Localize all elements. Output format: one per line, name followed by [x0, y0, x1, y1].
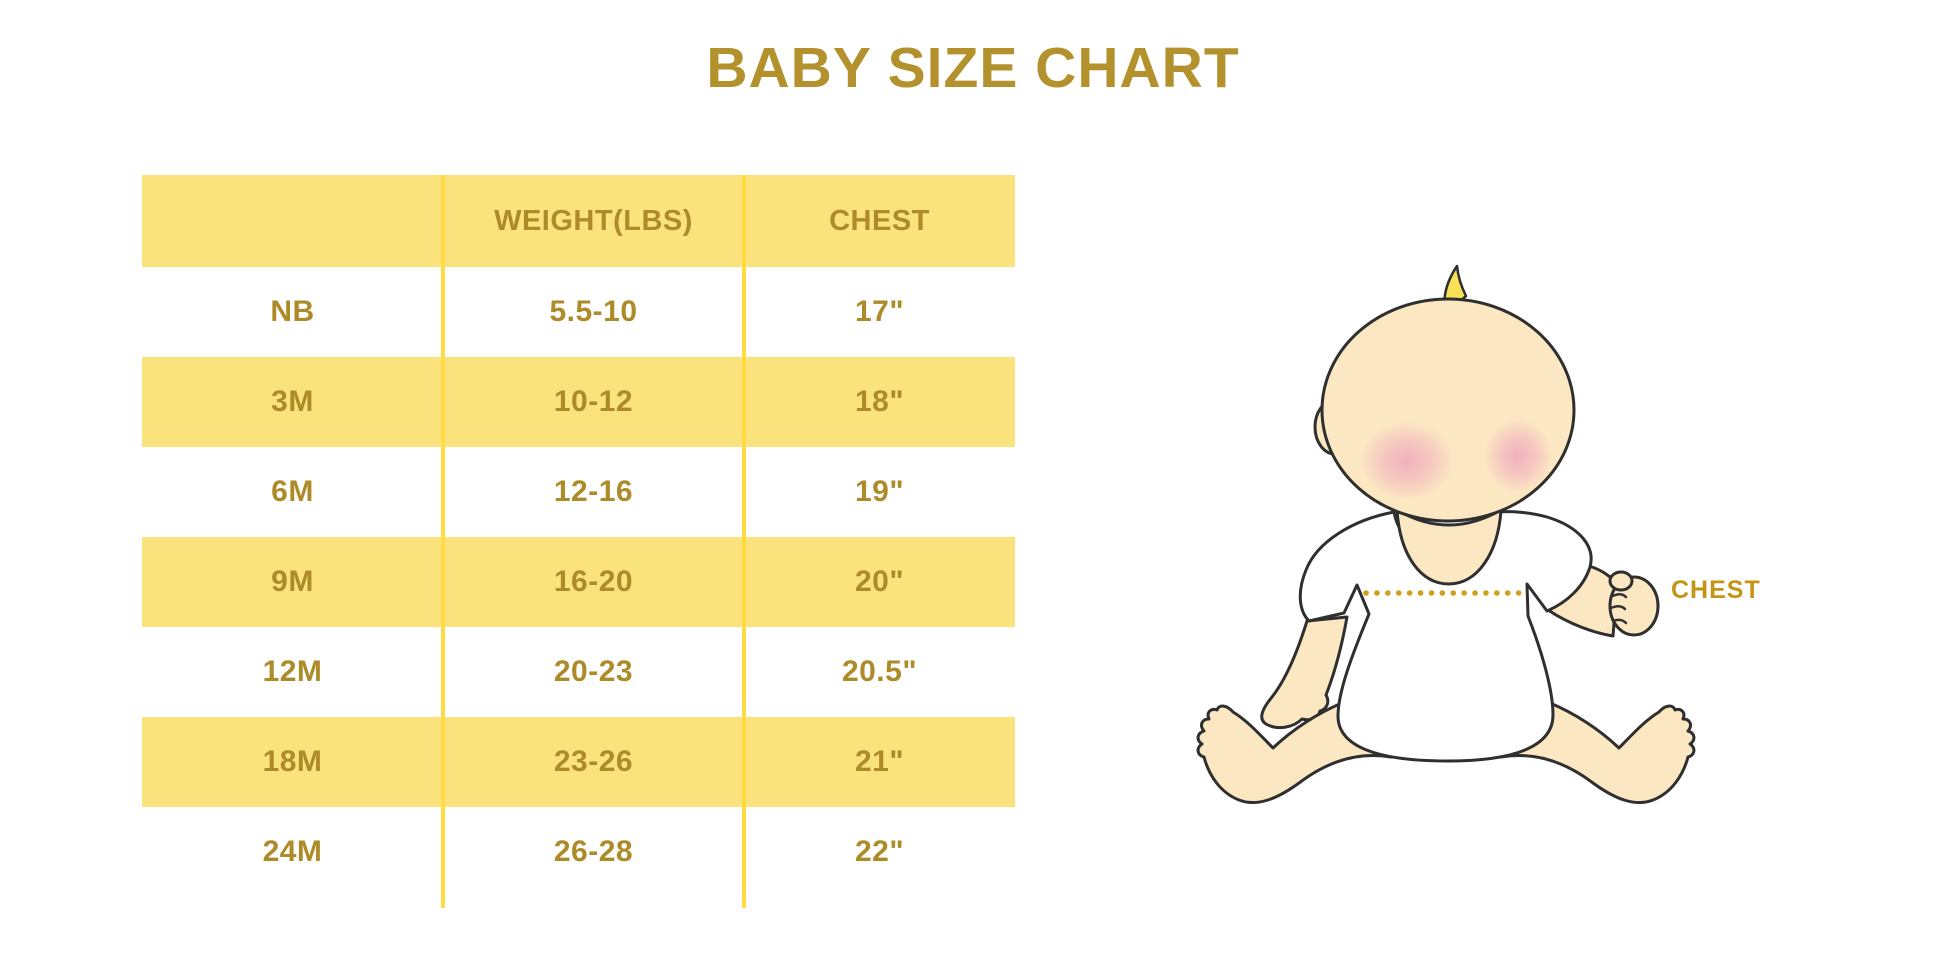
table-row: NB 5.5-10 17": [142, 267, 1015, 357]
header-cell-weight: WEIGHT(LBS): [494, 204, 693, 237]
chest-cell: 17": [854, 295, 905, 328]
size-cell: 12M: [262, 655, 323, 688]
header-cell-size: [142, 175, 443, 267]
chest-cell: 22": [854, 835, 905, 868]
size-cell: 18M: [262, 745, 323, 778]
chest-cell: 18": [854, 385, 905, 418]
baby-head: [1320, 297, 1576, 523]
size-cell: 24M: [262, 835, 323, 868]
baby-blush-right: [1484, 419, 1552, 493]
weight-cell: 20-23: [553, 655, 634, 688]
weight-cell: 26-28: [553, 835, 634, 868]
baby-neck: [1395, 508, 1503, 586]
baby-fist-fingers: [1609, 593, 1628, 625]
weight-cell: 12-16: [553, 475, 634, 508]
table-header-row: WEIGHT(LBS) CHEST: [142, 175, 1015, 267]
size-table: WEIGHT(LBS) CHEST NB 5.5-10 17" 3M 10-12…: [142, 175, 1015, 908]
chest-annotation-label: CHEST: [1671, 576, 1761, 604]
baby-left-arm: [1260, 615, 1349, 730]
page-title: BABY SIZE CHART: [706, 36, 1240, 100]
weight-cell: 5.5-10: [549, 295, 638, 328]
table-row: 18M 23-26 21": [142, 717, 1015, 807]
weight-cell: 10-12: [553, 385, 634, 418]
table-row: 24M 26-28 22": [142, 807, 1015, 897]
chest-cell: 21": [854, 745, 905, 778]
weight-cell: 16-20: [553, 565, 634, 598]
baby-right-arm: [1546, 564, 1619, 638]
table-row: 9M 16-20 20": [142, 537, 1015, 627]
chest-cell: 19": [854, 475, 905, 508]
table-row: 6M 12-16 19": [142, 447, 1015, 537]
baby-blush-left: [1360, 422, 1454, 500]
size-cell: 3M: [271, 385, 314, 418]
table-row: 3M 10-12 18": [142, 357, 1015, 447]
baby-illustration: [1196, 264, 1696, 805]
header-cell-chest: CHEST: [829, 204, 930, 237]
baby-thumb: [1608, 570, 1634, 592]
column-divider: [441, 175, 445, 908]
size-cell: 6M: [271, 475, 314, 508]
column-divider: [742, 175, 746, 908]
weight-cell: 23-26: [553, 745, 634, 778]
table-row: 12M 20-23 20.5": [142, 627, 1015, 717]
size-cell: NB: [270, 295, 315, 328]
size-cell: 9M: [271, 565, 314, 598]
chest-cell: 20": [854, 565, 905, 598]
chest-cell: 20.5": [841, 655, 918, 688]
